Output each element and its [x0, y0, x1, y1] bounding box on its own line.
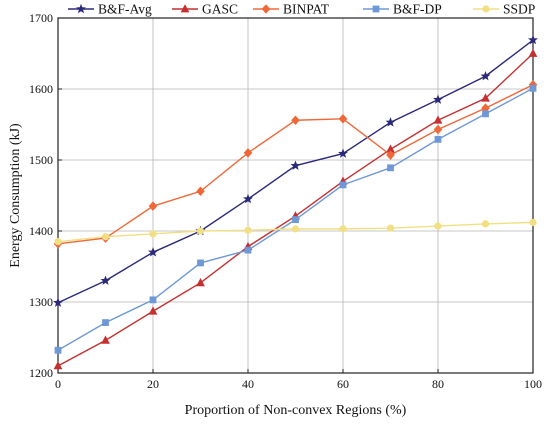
data-point — [480, 71, 491, 81]
data-point — [386, 150, 395, 160]
legend-item: B&F-Avg — [68, 2, 152, 17]
data-point — [54, 346, 62, 354]
data-point — [339, 225, 347, 233]
data-point — [101, 335, 110, 344]
data-point — [482, 110, 489, 118]
plot-frame — [57, 17, 534, 374]
data-point — [243, 193, 253, 204]
legend-marker — [372, 5, 380, 13]
data-point — [53, 361, 63, 370]
data-point — [291, 225, 300, 233]
data-point — [339, 181, 347, 189]
data-point — [528, 48, 538, 57]
data-point — [53, 297, 63, 307]
data-point — [102, 319, 109, 326]
series-line — [57, 39, 534, 304]
y-axis: 1200 1300 1400 1500 1600 1700 — [29, 11, 62, 380]
legend-label: B&F-Avg — [98, 2, 152, 17]
data-point — [196, 227, 205, 235]
series-star — [53, 34, 538, 307]
data-point — [148, 201, 158, 211]
series-triangle — [53, 48, 538, 370]
data-point — [149, 230, 157, 238]
y-tick-label: 1600 — [29, 82, 53, 96]
y-tick-label: 1700 — [29, 11, 53, 25]
legend-item: GASC — [172, 2, 238, 17]
data-point — [386, 224, 395, 232]
data-point — [338, 148, 348, 158]
data-point — [528, 34, 538, 45]
data-point — [244, 246, 252, 254]
data-point — [197, 259, 204, 267]
data-point — [528, 79, 538, 90]
data-point — [54, 238, 62, 246]
x-tick-label: 80 — [432, 377, 444, 391]
legend-item: B&F-DP — [363, 2, 442, 17]
data-point — [292, 216, 299, 224]
legend-marker — [482, 5, 490, 13]
data-point — [529, 84, 537, 92]
data-point — [386, 144, 395, 153]
data-point — [481, 220, 490, 228]
series-line — [57, 52, 534, 367]
legend-marker — [261, 4, 271, 14]
data-point — [434, 136, 442, 143]
series-layer — [53, 34, 538, 370]
legend: B&F-Avg GASC BINPAT B&F-DP SSDP — [68, 2, 535, 17]
data-point — [338, 114, 348, 124]
x-tick-label: 100 — [524, 377, 542, 391]
legend-label: GASC — [202, 2, 238, 17]
x-axis-label: Proportion of Non-convex Regions (%) — [185, 403, 407, 418]
legend-label: SSDP — [503, 2, 535, 17]
y-tick-label: 1400 — [29, 224, 53, 238]
y-tick-label: 1300 — [29, 295, 53, 309]
legend-marker — [76, 3, 86, 14]
data-point — [149, 296, 157, 304]
x-tick-label: 60 — [337, 377, 349, 391]
series-circle — [54, 218, 537, 246]
data-point — [433, 124, 443, 135]
x-tick-label: 40 — [242, 377, 254, 391]
data-point — [387, 164, 394, 172]
data-point — [434, 222, 442, 230]
series-square — [54, 84, 537, 354]
data-point — [291, 115, 300, 126]
data-point — [385, 117, 396, 127]
y-tick-label: 1500 — [29, 153, 53, 167]
data-point — [100, 275, 111, 285]
legend-item: SSDP — [473, 2, 535, 17]
x-axis: 0 20 40 60 80 100 — [55, 369, 542, 391]
data-point — [196, 186, 205, 197]
data-point — [243, 148, 253, 158]
legend-label: BINPAT — [283, 2, 330, 17]
legend-marker — [180, 4, 190, 13]
data-point — [481, 93, 490, 102]
data-point — [244, 226, 252, 234]
data-point — [433, 94, 443, 104]
y-axis-label: Energy Consumption (kJ) — [8, 123, 23, 268]
data-point — [290, 160, 301, 170]
data-point — [101, 233, 110, 241]
x-tick-label: 20 — [147, 377, 159, 391]
data-point — [433, 115, 443, 124]
data-point — [529, 218, 537, 227]
legend-label: B&F-DP — [393, 2, 442, 17]
data-point — [148, 306, 158, 315]
legend-item: BINPAT — [253, 2, 330, 17]
data-point — [148, 247, 158, 257]
data-point — [196, 278, 205, 287]
y-tick-label: 1200 — [29, 366, 53, 380]
grid-lines — [57, 17, 534, 374]
x-tick-label: 0 — [55, 377, 61, 391]
